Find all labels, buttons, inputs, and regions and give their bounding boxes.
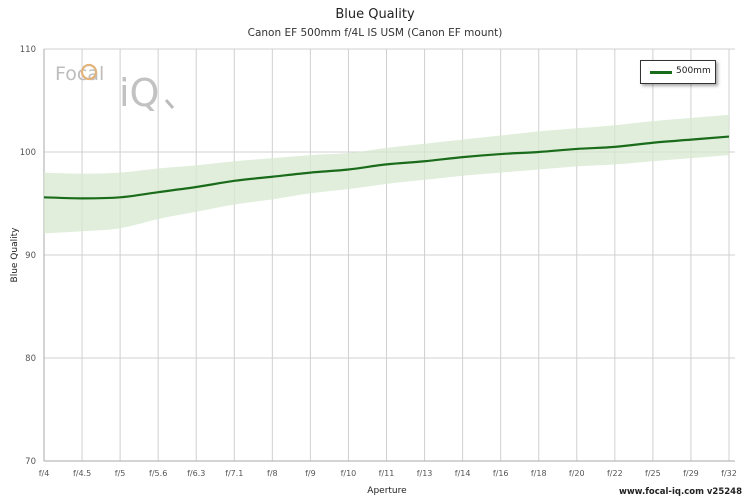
chart-subtitle: Canon EF 500mm f/4L IS USM (Canon EF mou… bbox=[247, 27, 503, 39]
footer-credit: www.focal-iq.com v25248 bbox=[618, 487, 742, 497]
confidence-band bbox=[44, 114, 729, 234]
x-tick-label: f/4.5 bbox=[73, 469, 91, 478]
chart-title: Blue Quality bbox=[335, 7, 415, 22]
x-tick-label: f/9 bbox=[305, 469, 316, 478]
x-tick-label: f/32 bbox=[721, 469, 737, 478]
y-tick-label: 90 bbox=[25, 251, 36, 261]
x-axis-label: Aperture bbox=[367, 486, 407, 496]
x-tick-label: f/11 bbox=[379, 469, 395, 478]
grid-layer bbox=[43, 48, 735, 462]
logo-text-left: Focal bbox=[55, 63, 104, 85]
x-tick-label: f/13 bbox=[417, 469, 433, 478]
x-tick-label: f/4 bbox=[39, 469, 50, 478]
x-tick-label: f/10 bbox=[341, 469, 357, 478]
logo-text-right: iQ bbox=[119, 71, 159, 114]
x-tick-label: f/6.3 bbox=[187, 469, 205, 478]
x-tick-label: f/18 bbox=[531, 469, 547, 478]
x-tick-label: f/22 bbox=[607, 469, 623, 478]
legend-swatch bbox=[650, 71, 672, 74]
x-tick-label: f/16 bbox=[493, 469, 509, 478]
y-tick-label: 110 bbox=[20, 45, 36, 55]
x-tick-label: f/7.1 bbox=[225, 469, 243, 478]
x-tick-label: f/5 bbox=[115, 469, 126, 478]
x-tick-label: f/25 bbox=[645, 469, 661, 478]
tick-labels: f/4 f/4.5 f/5 f/5.6 f/6.3 f/7.1 f/8 f/9 f/10 f/11… bbox=[20, 45, 737, 478]
series-line-500mm bbox=[43, 135, 730, 200]
focal-iq-logo: Focal iQ bbox=[53, 56, 183, 115]
legend-label: 500mm bbox=[676, 66, 711, 76]
magnifier-handle-icon bbox=[164, 99, 175, 109]
y-axis-label: Blue Quality bbox=[10, 227, 20, 283]
y-tick-label: 70 bbox=[25, 457, 36, 467]
x-tick-label: f/29 bbox=[683, 469, 699, 478]
x-tick-label: f/20 bbox=[569, 469, 585, 478]
y-tick-label: 100 bbox=[20, 148, 36, 158]
x-tick-label: f/14 bbox=[455, 469, 471, 478]
x-tick-label: f/8 bbox=[267, 469, 278, 478]
x-tick-label: f/5.6 bbox=[149, 469, 167, 478]
legend: 500mm bbox=[640, 60, 716, 84]
logo-ring-icon bbox=[80, 63, 98, 81]
y-tick-label: 80 bbox=[25, 354, 36, 364]
